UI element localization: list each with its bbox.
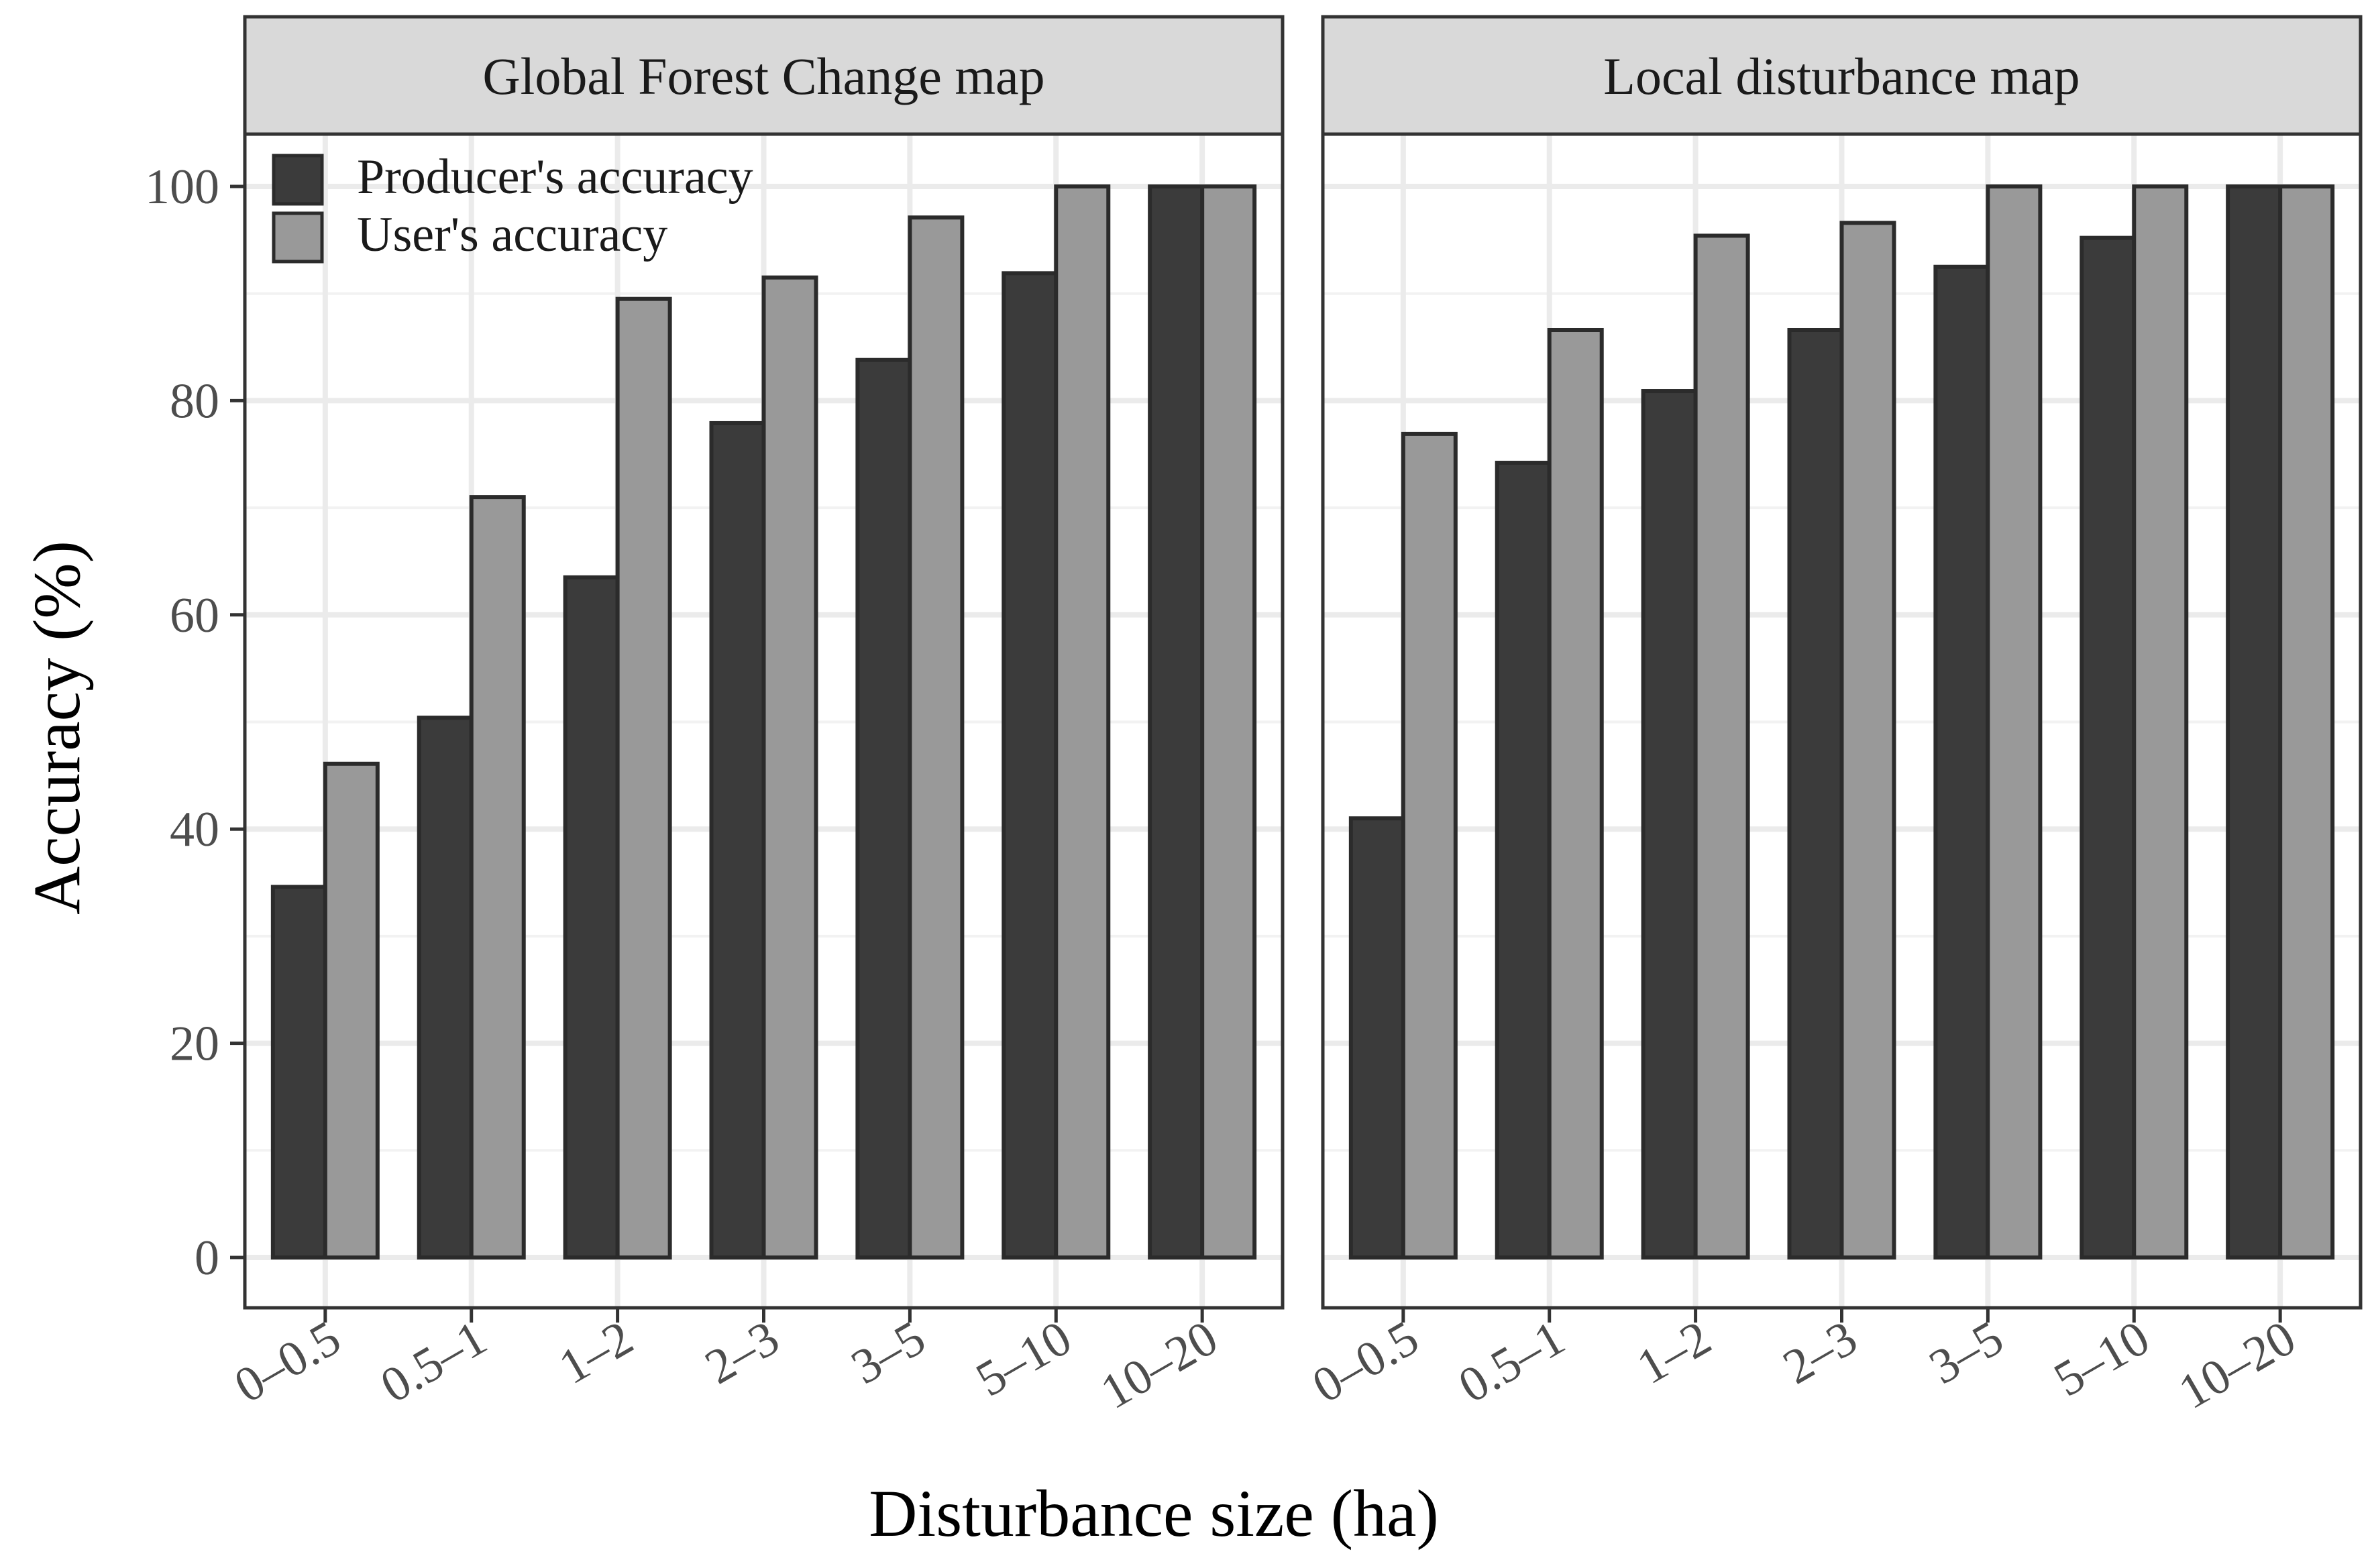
- bar: [1641, 389, 1698, 1259]
- bar: [709, 421, 766, 1259]
- y-tick-label: 80: [170, 374, 219, 429]
- bar: [2226, 184, 2283, 1259]
- x-tick-label: 0–0.5: [1303, 1310, 1427, 1414]
- bar: [1787, 327, 1844, 1259]
- bar: [2278, 184, 2335, 1259]
- x-tick-label: 0.5–1: [1450, 1310, 1574, 1414]
- bar: [563, 575, 620, 1259]
- bar: [855, 357, 912, 1259]
- y-tick-label: 20: [170, 1017, 219, 1072]
- legend-swatch: [272, 154, 324, 206]
- bar: [761, 275, 818, 1259]
- y-tick-label: 60: [170, 588, 219, 643]
- bar: [1401, 431, 1458, 1259]
- bar: [323, 761, 380, 1259]
- x-tick-label: 0.5–1: [372, 1310, 496, 1414]
- legend-label: User's accuracy: [357, 207, 667, 262]
- panel-1: Global Forest Change map 0–0.5 0.5–1 1–2 2–3…: [145, 15, 1285, 1420]
- panel-title: Global Forest Change map: [482, 47, 1044, 105]
- y-axis-title: Accuracy (%): [19, 541, 94, 915]
- bar: [1693, 233, 1750, 1259]
- bar: [1839, 221, 1896, 1260]
- bar: [615, 296, 672, 1259]
- legend-swatch: [272, 211, 324, 264]
- bar: [1148, 184, 1205, 1259]
- x-tick-label: 1–2: [1628, 1310, 1720, 1396]
- x-tick-label: 10–20: [1091, 1310, 1226, 1420]
- y-tick-label: 0: [195, 1231, 219, 1286]
- y-tick-label: 40: [170, 802, 219, 857]
- x-tick-label: 5–10: [2045, 1310, 2159, 1408]
- x-tick-label: 3–5: [843, 1310, 934, 1396]
- x-tick-label: 10–20: [2169, 1310, 2304, 1420]
- bar: [1348, 816, 1405, 1259]
- legend-label: Producer's accuracy: [357, 150, 753, 205]
- x-tick-label: 2–3: [696, 1310, 788, 1396]
- bar: [1002, 271, 1059, 1259]
- bar: [908, 215, 965, 1259]
- bar: [2080, 235, 2137, 1259]
- y-tick-label: 100: [145, 160, 219, 215]
- panel-strip: [243, 15, 1285, 136]
- panel-strip: [1321, 15, 2363, 136]
- x-tick-label: 3–5: [1921, 1310, 2012, 1396]
- x-tick-label: 5–10: [967, 1310, 1081, 1408]
- bar: [1933, 264, 1990, 1259]
- x-tick-label: 1–2: [550, 1310, 642, 1396]
- bar: [1495, 461, 1552, 1259]
- bar: [1054, 184, 1111, 1259]
- panel-title: Local disturbance map: [1603, 47, 2080, 105]
- bar: [469, 495, 526, 1259]
- panel-2: Local disturbance map 0–0.5 0.5–1 1–2 2–3 3–5…: [1303, 15, 2363, 1420]
- bar: [417, 716, 474, 1260]
- bar: [1547, 327, 1604, 1259]
- x-axis-title: Disturbance size (ha): [869, 1476, 1439, 1551]
- bar: [2132, 184, 2189, 1259]
- bar: [270, 885, 327, 1259]
- x-tick-label: 2–3: [1774, 1310, 1866, 1396]
- x-tick-label: 0–0.5: [225, 1310, 349, 1414]
- bar: [1200, 184, 1257, 1259]
- bar: [1986, 184, 2043, 1259]
